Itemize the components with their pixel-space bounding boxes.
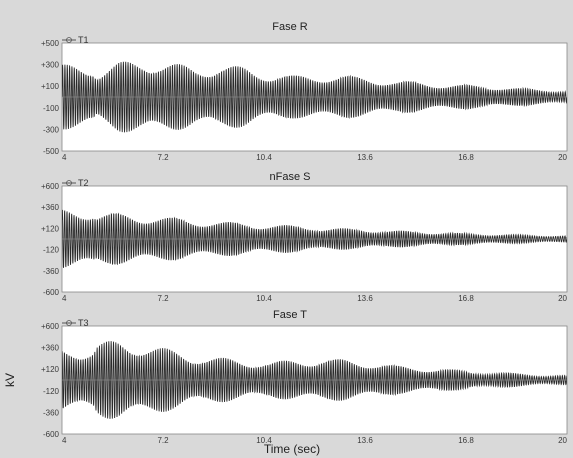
legend: T1 — [62, 35, 89, 45]
legend-label: T1 — [78, 35, 89, 45]
x-tick-label: 4 — [62, 436, 67, 445]
panel-fase-t: Fase T T3 +600 +360 +120 -120 -360 -600 4 7.2 1… — [41, 309, 568, 445]
y-tick-label: +600 — [41, 182, 60, 191]
x-tick-label: 16.8 — [458, 436, 474, 445]
x-tick-label: 7.2 — [157, 294, 169, 303]
x-tick-label: 20 — [558, 153, 567, 162]
x-tick-label: 13.6 — [357, 294, 373, 303]
y-tick-label: +360 — [41, 203, 60, 212]
waveform-line — [62, 209, 567, 268]
x-tick-label: 10.4 — [256, 294, 272, 303]
x-tick-label: 20 — [558, 294, 567, 303]
y-tick-label: -600 — [43, 430, 60, 439]
y-tick-label: -100 — [43, 104, 60, 113]
x-tick-label: 7.2 — [157, 153, 169, 162]
x-tick-label: 7.2 — [157, 436, 169, 445]
x-tick-label: 13.6 — [357, 153, 373, 162]
y-axis-label: kV — [3, 373, 17, 387]
x-tick-label: 10.4 — [256, 436, 272, 445]
waveform-series — [62, 61, 567, 133]
waveform-line — [62, 341, 567, 419]
y-tick-label: +600 — [41, 322, 60, 331]
y-tick-label: -600 — [43, 288, 60, 297]
x-tick-labels: 4 7.2 10.4 13.6 16.8 20 — [62, 436, 568, 445]
x-axis-label: Time (sec) — [264, 442, 320, 456]
y-tick-label: -360 — [43, 408, 60, 417]
x-tick-label: 4 — [62, 153, 67, 162]
y-tick-label: -500 — [43, 147, 60, 156]
waveform-series — [62, 209, 567, 268]
y-tick-label: -120 — [43, 387, 60, 396]
x-tick-label: 16.8 — [458, 153, 474, 162]
panel-title: nFase S — [270, 171, 311, 183]
panel-fase-s: nFase S T2 +600 +360 +120 -120 -360 -600 4 7.2… — [41, 171, 568, 303]
legend-label: T3 — [78, 318, 89, 328]
legend-label: T2 — [78, 178, 89, 188]
waveform-series — [62, 341, 567, 419]
panel-title: Fase T — [273, 309, 307, 321]
x-tick-label: 16.8 — [458, 294, 474, 303]
x-tick-labels: 4 7.2 10.4 13.6 16.8 20 — [62, 153, 568, 162]
x-tick-label: 13.6 — [357, 436, 373, 445]
y-tick-labels: +600 +360 +120 -120 -360 -600 — [41, 182, 60, 297]
y-tick-label: +500 — [41, 39, 60, 48]
y-tick-label: +100 — [41, 82, 60, 91]
x-tick-label: 10.4 — [256, 153, 272, 162]
panel-fase-r: Fase R T1 +500 +300 +100 -100 -300 -500 4 7.2 1… — [41, 21, 568, 162]
x-tick-label: 20 — [558, 436, 567, 445]
x-tick-label: 4 — [62, 294, 67, 303]
y-tick-label: +120 — [41, 224, 60, 233]
y-tick-label: -120 — [43, 246, 60, 255]
y-tick-labels: +600 +360 +120 -120 -360 -600 — [41, 322, 60, 439]
y-tick-label: -360 — [43, 267, 60, 276]
y-tick-label: -300 — [43, 125, 60, 134]
y-tick-label: +300 — [41, 61, 60, 70]
legend-marker — [66, 37, 72, 43]
y-tick-label: +120 — [41, 365, 60, 374]
legend: T2 — [62, 178, 89, 188]
y-tick-labels: +500 +300 +100 -100 -300 -500 — [41, 39, 60, 156]
legend-marker — [66, 180, 72, 186]
y-tick-label: +360 — [41, 344, 60, 353]
panel-title: Fase R — [272, 21, 308, 33]
legend: T3 — [62, 318, 89, 328]
legend-marker — [66, 320, 72, 326]
x-tick-labels: 4 7.2 10.4 13.6 16.8 20 — [62, 294, 568, 303]
